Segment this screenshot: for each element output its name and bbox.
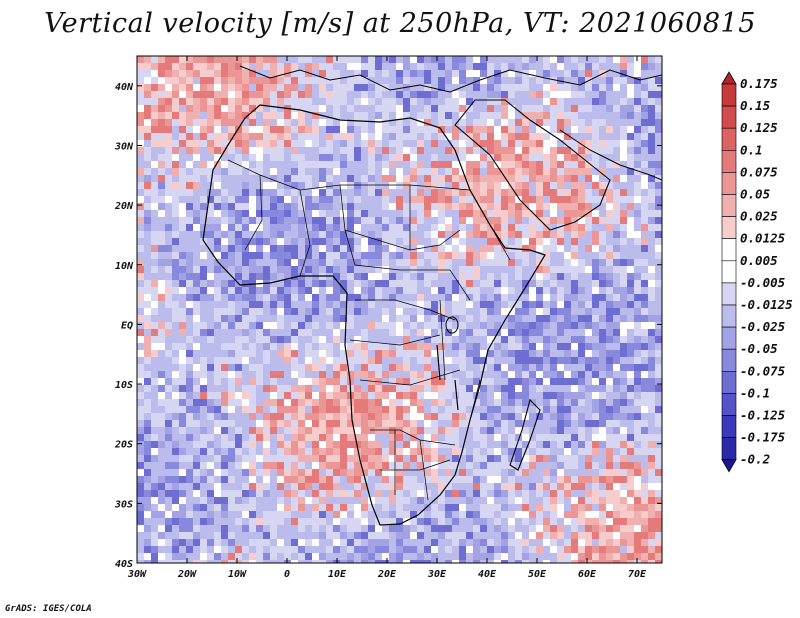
lake-malawi	[454, 379, 459, 411]
lat-tick-label: EQ	[121, 320, 133, 331]
colorbar-swatch	[721, 150, 737, 173]
lon-tick-label: 30E	[427, 569, 447, 580]
madagascar-coastline	[509, 398, 541, 471]
lon-tick-label: 20E	[377, 569, 397, 580]
colorbar-top-arrow	[721, 71, 737, 85]
colorbar-label: 0.1	[740, 142, 763, 157]
lon-tick-label: 0	[284, 569, 290, 580]
lon-tick-label: 50E	[528, 569, 547, 580]
colorbar-swatch	[721, 127, 737, 151]
colorbar-swatch	[721, 172, 737, 195]
colorbar-label: -0.125	[740, 408, 786, 423]
lon-tick-label: 10W	[228, 569, 247, 580]
lon-tick-label: 40E	[478, 569, 497, 580]
colorbar-swatch	[721, 105, 737, 129]
lon-tick-label: 70E	[628, 569, 647, 580]
colorbar-label: -0.0125	[740, 297, 793, 312]
lat-tick-label: 20N	[114, 201, 134, 212]
map-frame	[136, 55, 663, 564]
country-borders	[227, 159, 511, 501]
lat-tick-label: 40N	[115, 82, 134, 93]
colorbar-bottom-arrow	[721, 459, 737, 473]
colorbar-label: 0.125	[740, 120, 778, 135]
colorbar-label: 0.175	[740, 76, 778, 91]
velocity-field	[137, 56, 662, 563]
colorbar-swatch	[721, 282, 737, 306]
colorbar-label: 0.15	[740, 98, 771, 113]
colorbar-swatch	[721, 304, 737, 328]
colorbar-swatch	[721, 437, 737, 461]
colorbar-swatch	[721, 216, 737, 240]
coastlines	[202, 65, 662, 526]
colorbar-label: 0.0125	[740, 231, 786, 246]
colorbar-label: -0.175	[740, 430, 786, 445]
lat-tick-label: 30S	[114, 499, 133, 510]
colorbar-swatch	[721, 370, 737, 394]
colorbar-label: -0.005	[740, 275, 786, 290]
lat-tick-label: 10N	[115, 261, 134, 272]
lon-tick-label: 20W	[177, 569, 197, 580]
europe-coastline	[239, 65, 662, 93]
asia-coastline	[559, 129, 662, 181]
colorbar-label: -0.075	[740, 363, 786, 378]
colorbar-swatch	[721, 415, 737, 438]
colorbar-label: -0.05	[740, 341, 778, 356]
lat-tick-label: 30N	[114, 141, 134, 152]
colorbar: 0.175 0.15 0.125 0.1 0.075 0.05 0.025 0.0125 0.0…	[721, 71, 793, 473]
colorbar-label: 0.05	[740, 187, 771, 202]
lon-tick-label: 10E	[328, 569, 347, 580]
lon-tick-label: 60E	[578, 569, 597, 580]
lon-tick-label: 30W	[127, 569, 147, 580]
colorbar-swatch	[721, 260, 737, 284]
colorbar-swatch	[721, 326, 737, 350]
grads-credit: GrADS: IGES/COLA	[5, 604, 92, 614]
colorbar-swatch	[721, 194, 737, 217]
colorbar-label: -0.025	[740, 319, 786, 334]
colorbar-label: 0.075	[740, 164, 778, 179]
lake-victoria	[445, 316, 459, 334]
lake-tanganyika	[436, 344, 441, 381]
colorbar-label: -0.2	[740, 452, 770, 467]
arabia-coastline	[454, 99, 611, 231]
map-title: Vertical velocity [m/s] at 250hPa, VT: 2…	[44, 8, 756, 39]
colorbar-swatch	[721, 393, 737, 416]
lat-tick-label: 40S	[115, 559, 133, 570]
colorbar-swatch	[721, 348, 737, 372]
colorbar-swatch	[721, 83, 737, 107]
lat-tick-label: 20S	[114, 440, 133, 451]
colorbar-swatch	[721, 238, 737, 262]
colorbar-label: 0.025	[740, 209, 778, 224]
colorbar-label: 0.005	[740, 253, 778, 268]
colorbar-label: -0.1	[740, 385, 770, 400]
lat-tick-label: 10S	[115, 380, 133, 391]
map-axes: 30W 20W 10W 0 10E 20E 30E 40E 50E 60E 70E 40N 30N 20N…	[114, 56, 662, 580]
